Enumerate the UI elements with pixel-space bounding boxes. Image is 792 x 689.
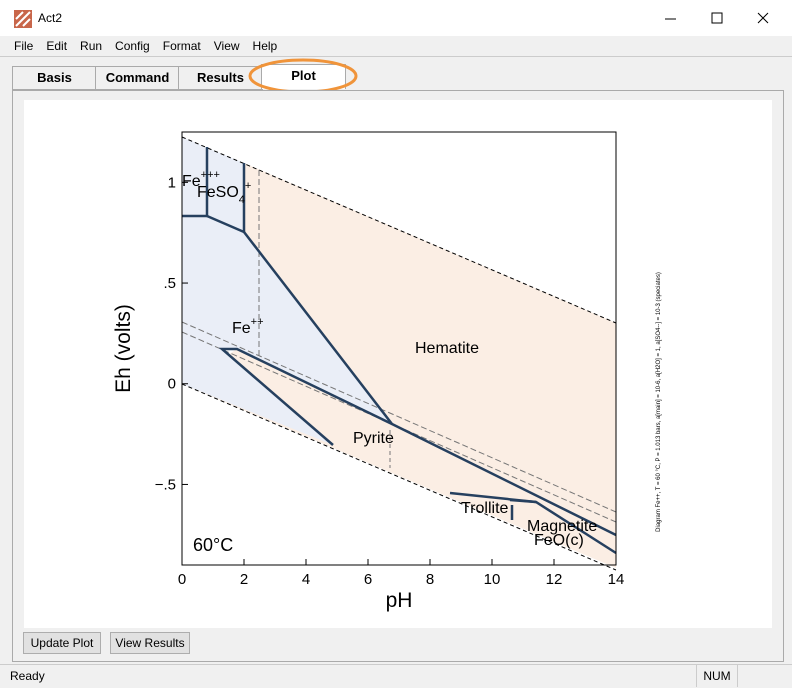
temperature-label: 60°C [193, 535, 233, 555]
y-tick-label: 0 [168, 376, 176, 393]
region-subscript: 4 [239, 194, 245, 206]
region-label: Fe++ [232, 316, 264, 337]
plot-canvas: 0 2 4 6 8 10 12 14 −.5 0 .5 1 pH Eh (volts) 60°C Diagra… [24, 100, 772, 628]
x-tick-label: 10 [484, 571, 501, 588]
region-name: Fe [182, 173, 201, 190]
separator [0, 56, 792, 57]
tab[interactable]: Basis [12, 66, 97, 90]
tab[interactable]: Command [95, 66, 180, 90]
button[interactable]: View Results [110, 632, 190, 654]
region-label: FeO(c) [534, 532, 584, 549]
title-bar: Act2 [0, 0, 792, 36]
menu-item[interactable]: Run [80, 39, 103, 53]
menu-bar: File Edit Run Config Format View Help [14, 37, 290, 55]
x-tick-label: 8 [426, 571, 434, 588]
region-name: Trollite [461, 500, 509, 517]
x-tick-label: 2 [240, 571, 248, 588]
app-icon [14, 10, 32, 28]
status-bar: Ready NUM [0, 664, 792, 689]
region-name: Fe [232, 320, 251, 337]
y-tick-label: 1 [168, 174, 176, 191]
region-label: Magnetite [527, 518, 597, 535]
region-superscript: +++ [201, 169, 220, 181]
region-label: Fe+++ [182, 169, 220, 190]
region-superscript: + [245, 180, 251, 192]
region-superscript: ++ [251, 316, 264, 328]
region-name: Hematite [415, 340, 479, 357]
y-tick-label: −.5 [155, 476, 176, 493]
x-tick-label: 0 [178, 571, 186, 588]
region-name: FeSO [197, 184, 239, 201]
menu-item[interactable]: View [213, 39, 240, 53]
x-tick-label: 14 [608, 571, 625, 588]
x-tick-label: 6 [364, 571, 372, 588]
menu-item[interactable]: Edit [46, 39, 68, 53]
region-name: Pyrite [353, 430, 394, 447]
window-title: Act2 [38, 11, 63, 25]
note: Diagram Fe++, T = 60 °C, P = 1.013 bars,… [656, 272, 662, 532]
region-label: Hematite [415, 340, 479, 357]
x-axis-label: pH [386, 589, 413, 612]
y-tick-label: .5 [163, 275, 176, 292]
region-label: FeSO4+ [197, 180, 251, 206]
x-tick-label: 12 [546, 571, 563, 588]
status-indicator: NUM [696, 665, 738, 687]
y-axis-label: Eh (volts) [112, 304, 135, 393]
tab-active[interactable]: Plot [261, 64, 346, 89]
region-label: Trollite [461, 500, 509, 517]
menu-item[interactable]: File [14, 39, 34, 53]
region-label: Pyrite [353, 430, 394, 447]
region-name: FeO(c) [534, 532, 584, 549]
status-text: Ready [10, 669, 45, 683]
window-controls[interactable] [660, 8, 780, 30]
menu-item[interactable]: Format [162, 39, 201, 53]
menu-item[interactable]: Config [115, 39, 150, 53]
menu-item[interactable]: Help [252, 39, 278, 53]
x-tick-label: 4 [302, 571, 310, 588]
button[interactable]: Update Plot [23, 632, 101, 654]
region-name: Magnetite [527, 518, 597, 535]
